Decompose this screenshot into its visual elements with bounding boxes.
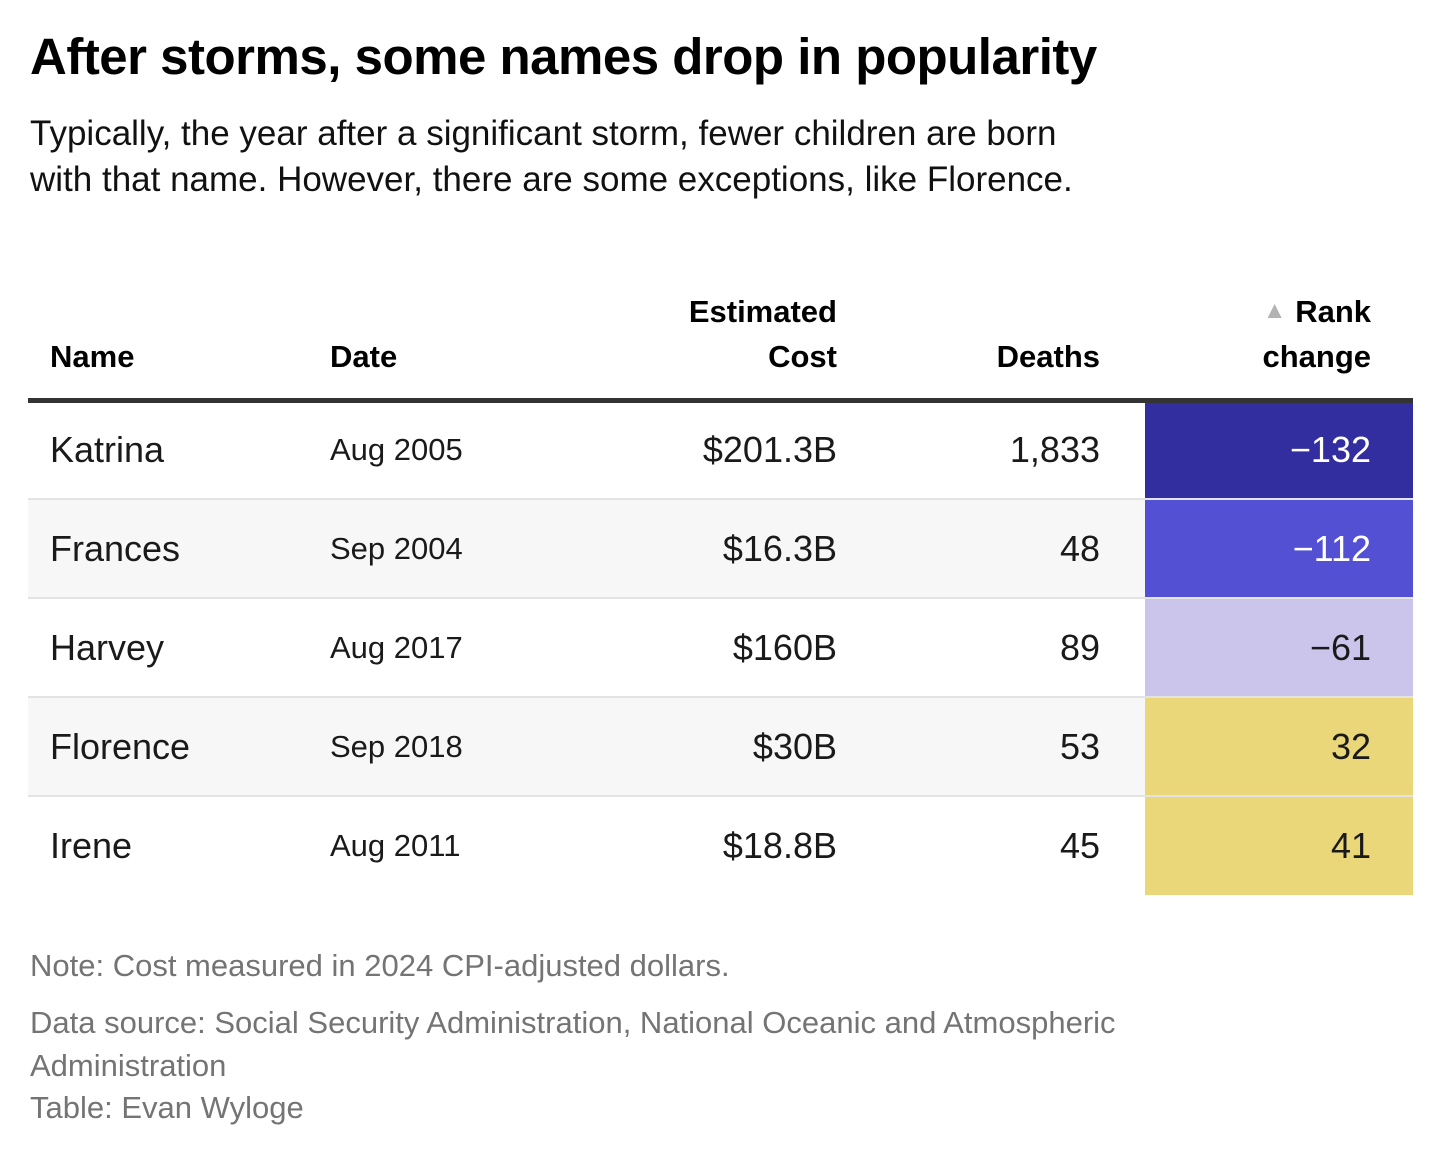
table-row: Frances Sep 2004 $16.3B 48 −112 — [28, 498, 1413, 599]
table-note: Note: Cost measured in 2024 CPI-adjusted… — [30, 948, 730, 984]
rank-change-cell: −112 — [1145, 498, 1413, 599]
cost-cell: $18.8B — [560, 795, 845, 896]
header-row: Name Date Estimated Cost Deaths ▲ Rank c… — [28, 289, 1413, 403]
column-header-rank-change-label: Rank change — [1262, 293, 1371, 374]
date-cell: Sep 2004 — [330, 498, 560, 599]
name-cell: Harvey — [28, 597, 330, 698]
cost-cell: $160B — [560, 597, 845, 698]
table-row: Katrina Aug 2005 $201.3B 1,833 −132 — [28, 400, 1413, 500]
sort-ascending-icon: ▲ — [1262, 296, 1287, 324]
deaths-cell: 89 — [845, 597, 1145, 698]
deaths-cell: 45 — [845, 795, 1145, 896]
column-header-date: Date — [330, 289, 560, 403]
table-row: Florence Sep 2018 $30B 53 32 — [28, 696, 1413, 797]
date-cell: Aug 2017 — [330, 597, 560, 698]
table-row: Irene Aug 2011 $18.8B 45 41 — [28, 795, 1413, 896]
cost-cell: $201.3B — [702, 429, 837, 471]
deaths-cell: 1,833 — [1009, 429, 1100, 471]
column-header-estimated-cost: Estimated Cost — [560, 289, 845, 403]
column-header-deaths: Deaths — [845, 289, 1145, 403]
rank-change-cell: −132 — [1145, 400, 1413, 500]
deaths-cell: 53 — [845, 696, 1145, 797]
date-cell: Sep 2018 — [330, 696, 560, 797]
deaths-cell: 48 — [845, 498, 1145, 599]
date-cell: Aug 2011 — [330, 795, 560, 896]
rank-change-cell: −61 — [1145, 597, 1413, 698]
page-title: After storms, some names drop in popular… — [30, 28, 1097, 85]
rank-change-cell: 41 — [1145, 795, 1413, 896]
cost-cell: $30B — [560, 696, 845, 797]
table-credit: Table: Evan Wyloge — [30, 1090, 304, 1126]
column-header-rank-change[interactable]: ▲ Rank change — [1145, 289, 1413, 403]
name-cell: Florence — [28, 696, 330, 797]
table-row: Harvey Aug 2017 $160B 89 −61 — [28, 597, 1413, 698]
name-cell: Frances — [28, 498, 330, 599]
name-cell: Katrina — [50, 429, 165, 471]
data-source: Data source: Social Security Administrat… — [30, 1004, 1116, 1083]
rank-change-cell: 32 — [1145, 696, 1413, 797]
storm-table: Name Date Estimated Cost Deaths ▲ Rank c… — [28, 289, 1413, 896]
page-subtitle: Typically, the year after a significant … — [30, 113, 1073, 200]
cost-cell: $16.3B — [560, 498, 845, 599]
date-cell: Aug 2005 — [330, 432, 463, 468]
column-header-name: Name — [28, 289, 330, 403]
name-cell: Irene — [28, 795, 330, 896]
